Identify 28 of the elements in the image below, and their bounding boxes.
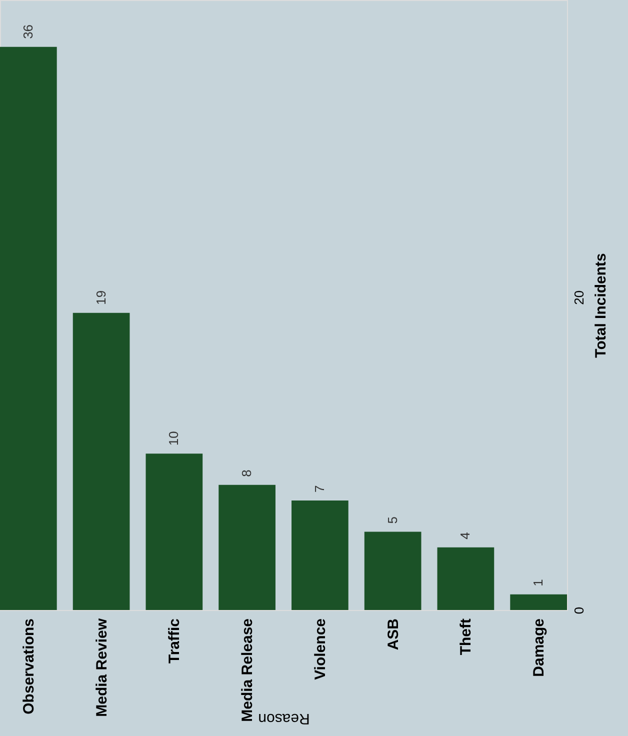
bar <box>292 500 348 610</box>
data-label: 5 <box>384 516 400 524</box>
x-tick-label: Media Review <box>93 618 110 717</box>
bar <box>437 547 494 610</box>
x-tick-label: Observations <box>20 618 38 714</box>
bar <box>72 312 130 610</box>
data-label: 19 <box>93 290 108 305</box>
data-label: 8 <box>239 470 254 477</box>
bar <box>0 46 57 610</box>
data-label: 1 <box>530 579 546 586</box>
data-label: 10 <box>166 431 182 446</box>
x-tick-label: Theft <box>458 618 475 656</box>
bar <box>218 484 276 610</box>
data-label: 7 <box>312 485 327 493</box>
x-tick-label: Media Release <box>239 618 256 722</box>
y-tick-label: 20 <box>572 290 586 305</box>
x-axis-title: Reason <box>258 710 310 727</box>
x-tick-label: Traffic <box>166 618 184 664</box>
x-tick-label: Violence <box>312 618 329 680</box>
y-tick-label: 0 <box>572 606 586 614</box>
bar <box>146 454 203 610</box>
y-axis-title: Total Incidents <box>592 253 610 358</box>
bar <box>510 594 567 610</box>
bar <box>364 532 422 610</box>
x-tick-label: ASB <box>384 618 402 650</box>
data-label: 4 <box>458 532 473 540</box>
data-label: 36 <box>20 24 36 39</box>
x-tick-label: Damage <box>530 618 548 677</box>
